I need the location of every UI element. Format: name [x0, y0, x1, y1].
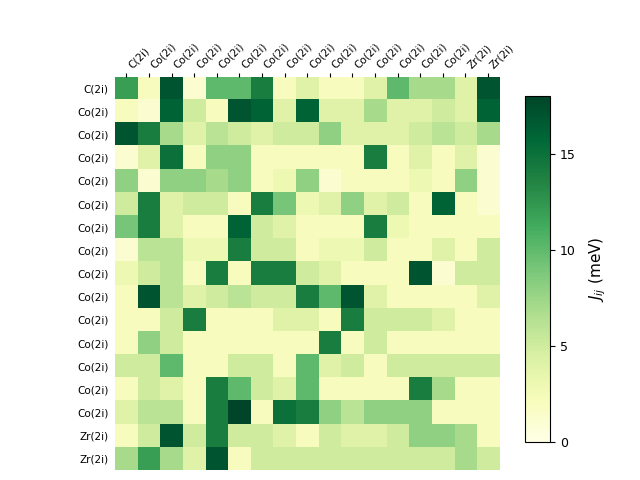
Y-axis label: $J_{ij}$ (meV): $J_{ij}$ (meV)	[587, 236, 608, 301]
